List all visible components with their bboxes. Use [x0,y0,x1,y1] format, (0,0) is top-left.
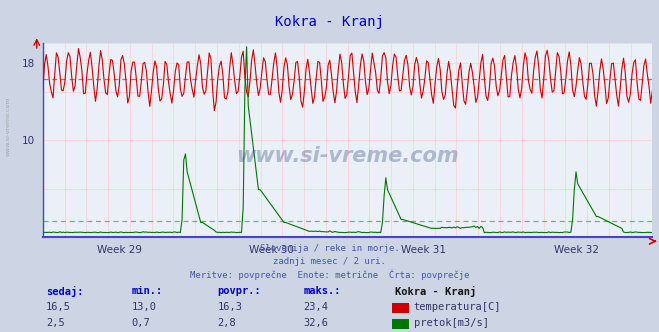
Text: 16,5: 16,5 [46,302,71,312]
Text: Kokra - Kranj: Kokra - Kranj [395,286,476,296]
Text: www.si-vreme.com: www.si-vreme.com [5,96,11,156]
Text: povpr.:: povpr.: [217,286,261,295]
Text: 13,0: 13,0 [132,302,157,312]
Text: 23,4: 23,4 [303,302,328,312]
Text: 2,8: 2,8 [217,318,236,328]
Text: sedaj:: sedaj: [46,286,84,296]
Text: Meritve: povprečne  Enote: metrične  Črta: povprečje: Meritve: povprečne Enote: metrične Črta:… [190,269,469,280]
Text: www.si-vreme.com: www.si-vreme.com [237,146,459,166]
Text: 32,6: 32,6 [303,318,328,328]
Text: Slovenija / reke in morje.: Slovenija / reke in morje. [260,244,399,253]
Text: temperatura[C]: temperatura[C] [414,302,501,312]
Text: 2,5: 2,5 [46,318,65,328]
Text: zadnji mesec / 2 uri.: zadnji mesec / 2 uri. [273,257,386,266]
Text: maks.:: maks.: [303,286,341,295]
Text: min.:: min.: [132,286,163,295]
Text: pretok[m3/s]: pretok[m3/s] [414,318,489,328]
Text: Kokra - Kranj: Kokra - Kranj [275,15,384,29]
Text: 0,7: 0,7 [132,318,150,328]
Text: 16,3: 16,3 [217,302,243,312]
